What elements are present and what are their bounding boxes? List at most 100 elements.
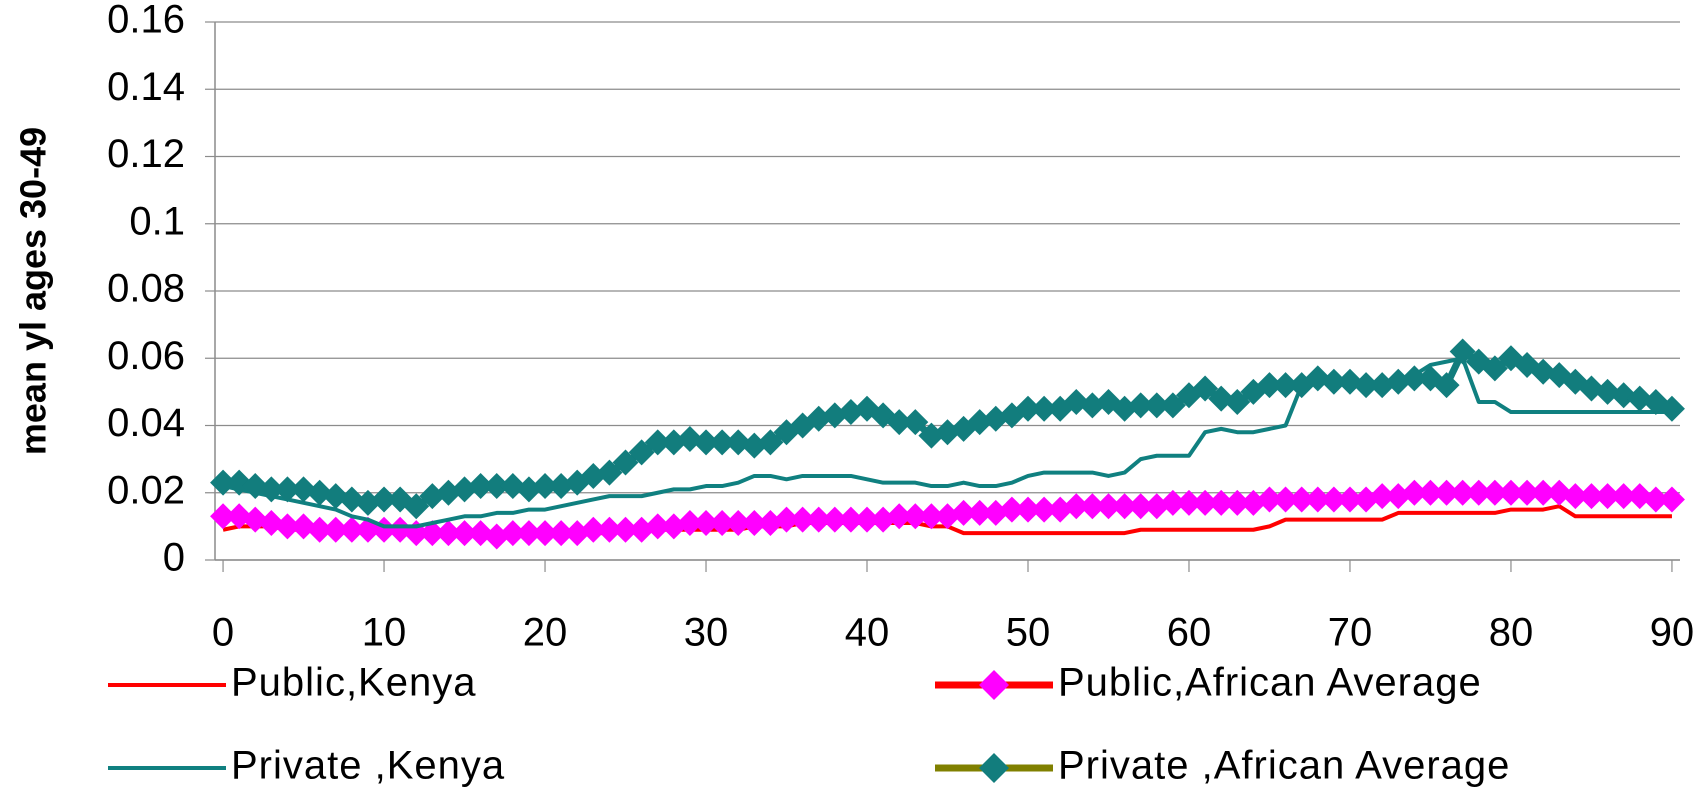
marker: [1594, 483, 1621, 510]
marker: [773, 506, 800, 533]
marker: [274, 513, 301, 540]
y-axis-label: mean yl ages 30-49: [13, 127, 54, 455]
y-tick-label: 0.16: [107, 0, 185, 42]
x-tick-label: 0: [212, 611, 234, 655]
marker: [1514, 479, 1541, 506]
marker: [210, 503, 237, 530]
x-tick-label: 90: [1650, 611, 1695, 655]
y-tick-label: 0.12: [107, 132, 185, 176]
marker: [676, 510, 703, 537]
marker: [1127, 392, 1154, 419]
marker: [709, 510, 736, 537]
marker: [1272, 372, 1299, 399]
x-tick-label: 40: [845, 611, 890, 655]
y-tick-label: 0.04: [107, 401, 185, 445]
marker: [1159, 392, 1186, 419]
marker: [1031, 395, 1058, 422]
marker: [693, 429, 720, 456]
y-tick-label: 0.06: [107, 334, 185, 378]
marker: [1353, 372, 1380, 399]
marker: [709, 429, 736, 456]
marker: [435, 520, 462, 547]
marker: [837, 506, 864, 533]
legend-marker: [979, 753, 1009, 783]
marker: [1224, 388, 1251, 415]
marker: [1658, 486, 1685, 513]
marker: [338, 516, 365, 543]
x-tick-label: 50: [1006, 611, 1051, 655]
marker: [322, 516, 349, 543]
marker: [371, 486, 398, 513]
marker: [612, 449, 639, 476]
marker: [1481, 355, 1508, 382]
marker: [789, 506, 816, 533]
marker: [628, 439, 655, 466]
marker: [451, 520, 478, 547]
marker: [693, 510, 720, 537]
marker: [1014, 395, 1041, 422]
marker: [532, 473, 559, 500]
marker: [1433, 372, 1460, 399]
marker: [580, 516, 607, 543]
marker: [854, 506, 881, 533]
legend-label: Public,African Average: [1058, 661, 1482, 705]
marker: [274, 476, 301, 503]
legend-label: Private ,Kenya: [231, 744, 505, 788]
marker: [499, 520, 526, 547]
marker: [1578, 483, 1605, 510]
marker: [1224, 489, 1251, 516]
marker: [644, 513, 671, 540]
marker: [966, 499, 993, 526]
y-tick-label: 0.02: [107, 468, 185, 512]
marker: [306, 516, 333, 543]
marker: [1272, 486, 1299, 513]
marker: [1288, 486, 1315, 513]
marker: [1256, 486, 1283, 513]
legend-label: Public,Kenya: [231, 661, 476, 705]
marker: [612, 516, 639, 543]
marker: [1401, 365, 1428, 392]
marker: [1192, 489, 1219, 516]
marker: [1111, 493, 1138, 520]
marker: [1256, 372, 1283, 399]
marker: [515, 520, 542, 547]
marker: [1192, 375, 1219, 402]
marker: [886, 409, 913, 436]
marker: [210, 469, 237, 496]
marker: [596, 516, 623, 543]
marker: [1449, 479, 1476, 506]
marker: [902, 409, 929, 436]
marker: [1127, 493, 1154, 520]
marker: [1304, 486, 1331, 513]
y-tick-label: 0.14: [107, 65, 185, 109]
marker: [1610, 483, 1637, 510]
marker: [821, 506, 848, 533]
marker: [1208, 489, 1235, 516]
legend-marker: [979, 670, 1009, 700]
marker: [1031, 496, 1058, 523]
series-line: [222, 356, 1672, 529]
marker: [1497, 479, 1524, 506]
marker: [1175, 489, 1202, 516]
marker: [886, 503, 913, 530]
marker: [1562, 483, 1589, 510]
x-tick-label: 20: [523, 611, 568, 655]
marker: [403, 493, 430, 520]
x-tick-label: 10: [362, 611, 407, 655]
x-tick-label: 80: [1489, 611, 1534, 655]
marker: [757, 429, 784, 456]
marker: [596, 459, 623, 486]
marker: [1481, 479, 1508, 506]
marker: [467, 473, 494, 500]
marker: [1401, 479, 1428, 506]
marker: [1417, 479, 1444, 506]
marker: [902, 503, 929, 530]
x-tick-label: 60: [1167, 611, 1212, 655]
marker: [1465, 479, 1492, 506]
x-tick-label: 70: [1328, 611, 1373, 655]
marker: [725, 510, 752, 537]
y-tick-label: 0.1: [129, 199, 185, 243]
marker: [1433, 479, 1460, 506]
marker: [1320, 486, 1347, 513]
